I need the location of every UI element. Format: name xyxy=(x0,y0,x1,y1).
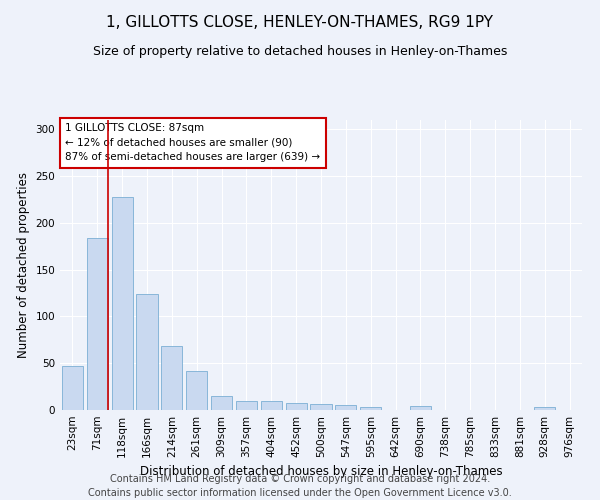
Y-axis label: Number of detached properties: Number of detached properties xyxy=(17,172,30,358)
X-axis label: Distribution of detached houses by size in Henley-on-Thames: Distribution of detached houses by size … xyxy=(140,466,502,478)
Text: Size of property relative to detached houses in Henley-on-Thames: Size of property relative to detached ho… xyxy=(93,45,507,58)
Bar xyxy=(211,396,232,410)
Bar xyxy=(186,370,207,410)
Bar xyxy=(62,366,83,410)
Text: 1, GILLOTTS CLOSE, HENLEY-ON-THAMES, RG9 1PY: 1, GILLOTTS CLOSE, HENLEY-ON-THAMES, RG9… xyxy=(107,15,493,30)
Bar xyxy=(261,400,282,410)
Bar xyxy=(534,407,555,410)
Bar xyxy=(161,346,182,410)
Bar xyxy=(360,407,381,410)
Text: 1 GILLOTTS CLOSE: 87sqm
← 12% of detached houses are smaller (90)
87% of semi-de: 1 GILLOTTS CLOSE: 87sqm ← 12% of detache… xyxy=(65,123,320,162)
Bar xyxy=(335,406,356,410)
Bar xyxy=(410,406,431,410)
Bar xyxy=(87,238,108,410)
Bar xyxy=(236,400,257,410)
Bar xyxy=(286,402,307,410)
Text: Contains HM Land Registry data © Crown copyright and database right 2024.
Contai: Contains HM Land Registry data © Crown c… xyxy=(88,474,512,498)
Bar xyxy=(310,404,332,410)
Bar xyxy=(136,294,158,410)
Bar xyxy=(112,196,133,410)
